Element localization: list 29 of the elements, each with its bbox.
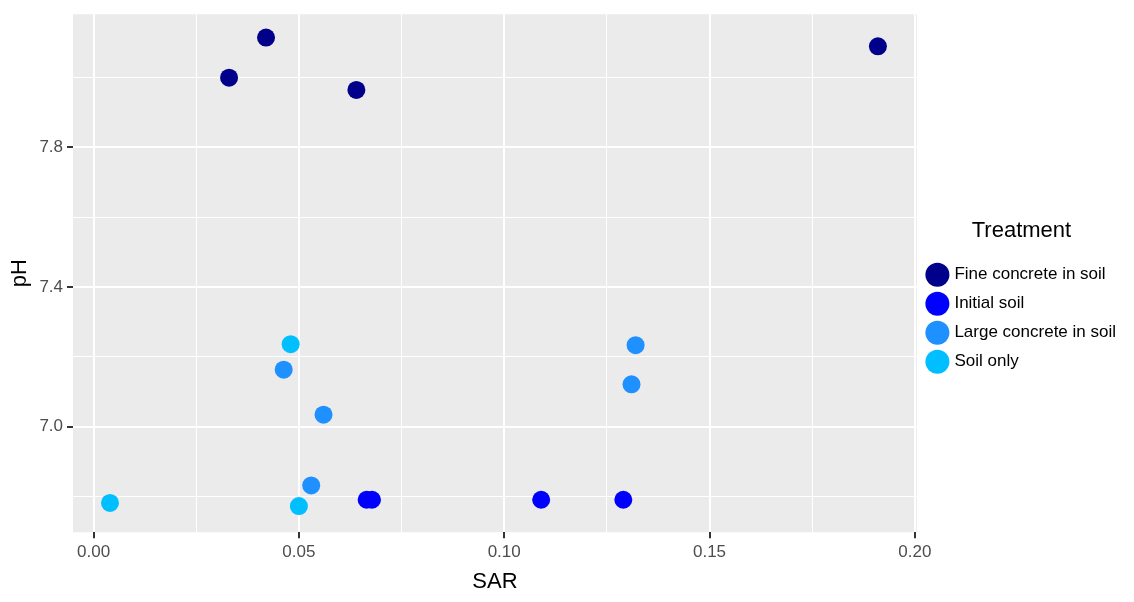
legend-label: Soil only xyxy=(954,351,1020,371)
x-tick-label: 0.00 xyxy=(77,542,111,562)
legend-title: Treatment xyxy=(971,216,1072,242)
point xyxy=(347,80,366,99)
point xyxy=(302,476,321,495)
point xyxy=(257,28,276,47)
point xyxy=(100,493,119,512)
point xyxy=(289,497,308,516)
point xyxy=(868,37,887,56)
x-axis-title: SAR xyxy=(472,567,518,593)
x-tick-label: 0.10 xyxy=(487,542,521,562)
point xyxy=(532,490,551,509)
point xyxy=(314,405,333,424)
point xyxy=(220,68,239,87)
point xyxy=(614,490,633,509)
point xyxy=(622,375,641,394)
y-axis-title: pH xyxy=(6,259,32,288)
x-tick-label: 0.20 xyxy=(898,542,932,562)
point xyxy=(626,336,645,355)
legend-label: Initial soil xyxy=(954,293,1025,313)
legend-label: Fine concrete in soil xyxy=(954,264,1106,284)
y-tick-label: 7.4 xyxy=(39,276,64,296)
y-tick-label: 7.0 xyxy=(39,416,64,436)
x-tick-label: 0.15 xyxy=(692,542,727,562)
point xyxy=(281,335,300,354)
point xyxy=(274,360,293,379)
legend-label: Large concrete in soil xyxy=(954,322,1116,342)
x-tick-label: 0.05 xyxy=(282,542,316,562)
y-tick-label: 7.8 xyxy=(39,137,64,157)
